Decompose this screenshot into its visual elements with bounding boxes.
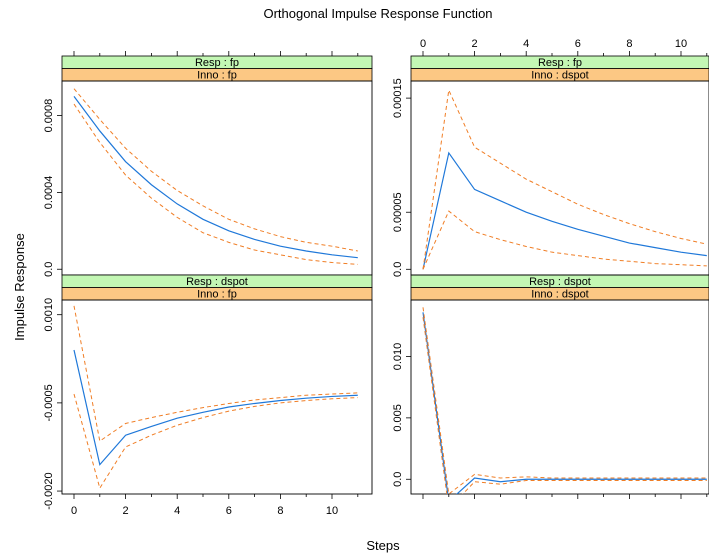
series-group [422,307,707,494]
x-tick-label: 4 [523,38,529,50]
x-tick-label: 10 [326,505,338,517]
x-tick-label: 8 [277,505,283,517]
y-tick-label: 0.005 [392,404,404,432]
plot-frame [410,299,709,495]
series-group [73,305,358,490]
x-tick-label: 4 [174,505,180,517]
y-tick-label: 0.00015 [392,78,404,118]
response-line [422,151,707,270]
x-tick-label: 0 [71,505,77,517]
x-tick-label: 10 [675,38,687,50]
x-axis-title: Steps [366,538,400,553]
lower-band-line [73,393,358,490]
y-tick-label: -0.0005 [43,384,55,421]
inno-strip-label: Inno : dspot [531,289,589,301]
upper-band-line [422,88,707,270]
y-tick-label: 0.0010 [43,298,55,332]
resp-strip-label: Resp : dspot [529,276,591,288]
upper-band-line [73,88,358,252]
x-tick-label: 2 [472,38,478,50]
x-tick-label: 8 [626,38,632,50]
upper-band-line [422,307,707,494]
chart-title: Orthogonal Impulse Response Function [263,6,492,21]
series-group [73,88,358,265]
x-tick-label: 2 [123,505,129,517]
response-line [73,349,358,466]
inno-strip-label: Inno : dspot [531,70,589,82]
x-tick-label: 0 [420,38,426,50]
y-tick-label: 0.0 [392,472,404,487]
response-line [73,96,358,259]
plot-frame [61,80,373,276]
resp-strip-label: Resp : fp [538,57,582,69]
response-line [422,312,707,494]
inno-strip-label: Inno : fp [197,70,237,82]
inno-strip-label: Inno : fp [197,289,237,301]
y-tick-label: -0.0020 [43,472,55,509]
upper-band-line [73,305,358,442]
resp-strip-label: Resp : dspot [186,276,248,288]
x-tick-label: 6 [575,38,581,50]
y-tick-label: 0.010 [392,343,404,371]
plot-frame [61,299,373,495]
plot-frame [410,80,709,276]
lower-band-line [422,317,707,494]
y-tick-label: 0.0 [43,262,55,277]
y-axis-title: Impulse Response [12,233,27,341]
y-tick-label: 0.00005 [392,192,404,232]
resp-strip-label: Resp : fp [195,57,239,69]
x-tick-label: 6 [226,505,232,517]
y-tick-label: 0.0004 [43,176,55,210]
lower-band-line [422,210,707,270]
lower-band-line [73,103,358,265]
series-group [422,88,707,270]
y-tick-label: 0.0 [392,262,404,277]
y-tick-label: 0.0008 [43,99,55,133]
